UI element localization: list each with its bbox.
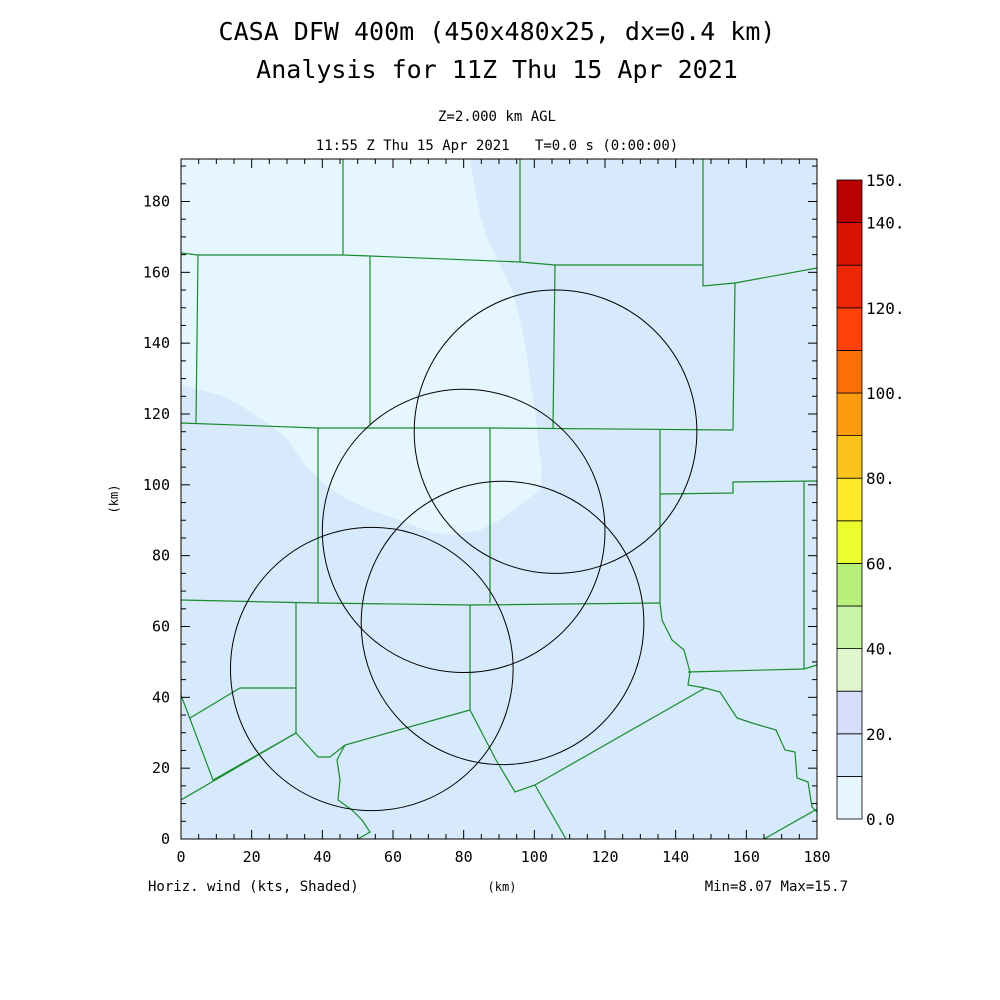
variable-label: Horiz. wind (kts, Shaded) [148,879,359,895]
radar-ring-4 [360,480,645,766]
x-tick-label: 160 [733,848,760,866]
colorbar-swatch [836,307,863,351]
colorbar-swatch [836,605,863,649]
colorbar-swatch [836,349,863,394]
colorbar-swatch [836,264,863,309]
colorbar-swatch [836,222,863,266]
plot-area [181,159,817,839]
radar-range-rings [229,289,698,812]
colorbar-swatch [836,435,863,479]
colorbar-label: 150. [866,171,905,190]
x-tick-label: 80 [455,848,473,866]
colorbar-swatch [836,477,863,522]
radar-ring-1 [229,526,514,812]
x-tick-label: 180 [803,848,830,866]
min-max-label: Min=8.07 Max=15.7 [705,879,848,895]
x-tick-label: 100 [521,848,548,866]
colorbar-label: 80. [866,469,895,488]
y-tick-label: 60 [152,618,170,636]
colorbar [836,179,863,820]
x-tick-label: 0 [176,848,185,866]
y-tick-label: 40 [152,688,170,706]
colorbar-label: 120. [866,299,905,318]
y-tick-label: 100 [143,476,170,494]
colorbar-label: 100. [866,384,905,403]
y-axis-label: (km) [107,485,121,514]
y-tick-label: 180 [143,193,170,211]
x-axis-tick-labels: 0 20 40 60 80 100 120 140 160 180 [176,848,830,866]
x-tick-label: 40 [313,848,331,866]
y-tick-label: 120 [143,405,170,423]
colorbar-label: 0.0 [866,810,895,829]
colorbar-swatch [836,733,863,777]
y-tick-label: 140 [143,334,170,352]
axis-ticks [180,159,818,840]
colorbar-label: 60. [866,554,895,573]
colorbar-swatch [836,648,863,692]
colorbar-swatch [836,179,863,223]
y-tick-label: 20 [152,759,170,777]
chart-subtitle: Analysis for 11Z Thu 15 Apr 2021 [256,55,738,84]
y-tick-label: 80 [152,547,170,565]
level-label: Z=2.000 km AGL [438,109,556,125]
colorbar-labels: 0.0 20. 40. 60. 80. 100. 120. 140. 150. [866,171,905,829]
y-tick-label: 0 [161,830,170,848]
colorbar-swatch [836,392,863,436]
x-axis-label: (km) [488,880,517,894]
y-tick-label: 160 [143,263,170,281]
county-boundaries [181,159,817,839]
field-low-region [181,159,542,535]
radar-ring-3 [413,289,698,574]
x-tick-label: 140 [662,848,689,866]
colorbar-swatch [836,776,863,820]
colorbar-label: 40. [866,640,895,659]
y-axis-tick-labels: 0 20 40 60 80 100 120 140 160 180 [143,193,170,849]
x-tick-label: 120 [591,848,618,866]
colorbar-swatch [836,563,863,607]
colorbar-label: 140. [866,214,905,233]
radar-ring-2 [321,388,606,674]
chart-title: CASA DFW 400m (450x480x25, dx=0.4 km) [219,17,776,46]
colorbar-swatch [836,690,863,735]
x-tick-label: 60 [384,848,402,866]
time-label: 11:55 Z Thu 15 Apr 2021 T=0.0 s (0:00:00… [316,138,678,154]
colorbar-label: 20. [866,725,895,744]
colorbar-swatch [836,520,863,564]
x-tick-label: 20 [243,848,261,866]
